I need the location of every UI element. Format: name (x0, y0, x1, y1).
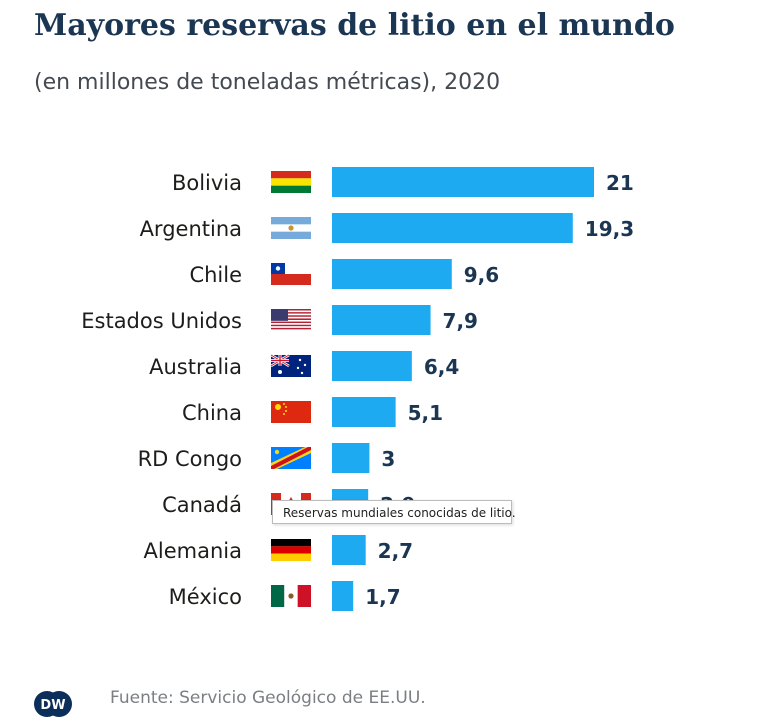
category-label: Alemania (144, 539, 242, 563)
category-label: Chile (189, 263, 242, 287)
usa-flag-icon (271, 309, 311, 331)
svg-text:DW: DW (40, 698, 65, 713)
value-label: 2,7 (378, 539, 413, 563)
bar[interactable] (332, 443, 370, 473)
chile-flag-icon (271, 263, 311, 285)
value-label: 9,6 (464, 263, 499, 287)
bar[interactable] (332, 213, 573, 243)
bar[interactable] (332, 167, 594, 197)
tooltip: Reservas mundiales conocidas de litio. (272, 500, 516, 524)
value-label: 5,1 (408, 401, 443, 425)
category-label: RD Congo (138, 447, 242, 471)
chart-title: Mayores reservas de litio en el mundo (34, 8, 675, 43)
category-label: México (169, 585, 242, 609)
dr-congo-flag-icon (271, 447, 311, 469)
category-label: Argentina (140, 217, 242, 241)
bar[interactable] (332, 351, 412, 381)
value-label: 21 (606, 171, 634, 195)
australia-flag-icon (270, 353, 311, 377)
value-label: 1,7 (365, 585, 400, 609)
value-label: 7,9 (443, 309, 478, 333)
argentina-flag-icon (271, 217, 311, 239)
value-label: 3 (381, 447, 395, 471)
chart-subtitle: (en millones de toneladas métricas), 202… (34, 70, 501, 95)
category-label: Bolivia (172, 171, 242, 195)
mexico-flag-icon (271, 585, 311, 607)
category-label: China (182, 401, 242, 425)
bar[interactable] (332, 305, 431, 335)
value-label: 19,3 (585, 217, 634, 241)
category-label: Estados Unidos (81, 309, 242, 333)
category-label: Australia (149, 355, 242, 379)
source-note: Fuente: Servicio Geológico de EE.UU. (110, 688, 426, 708)
value-label: 6,4 (424, 355, 459, 379)
bar[interactable] (332, 397, 396, 427)
bolivia-flag-icon (271, 171, 311, 193)
bar[interactable] (332, 581, 354, 611)
bar[interactable] (332, 535, 366, 565)
category-label: Canadá (162, 493, 242, 517)
bar-chart: Bolivia 21 Argentina 19,3 Chile 9,6 Estados Un… (81, 167, 634, 611)
bar[interactable] (332, 259, 452, 289)
germany-flag-icon (271, 539, 311, 561)
dw-logo: DW (34, 691, 72, 717)
china-flag-icon (271, 401, 311, 423)
